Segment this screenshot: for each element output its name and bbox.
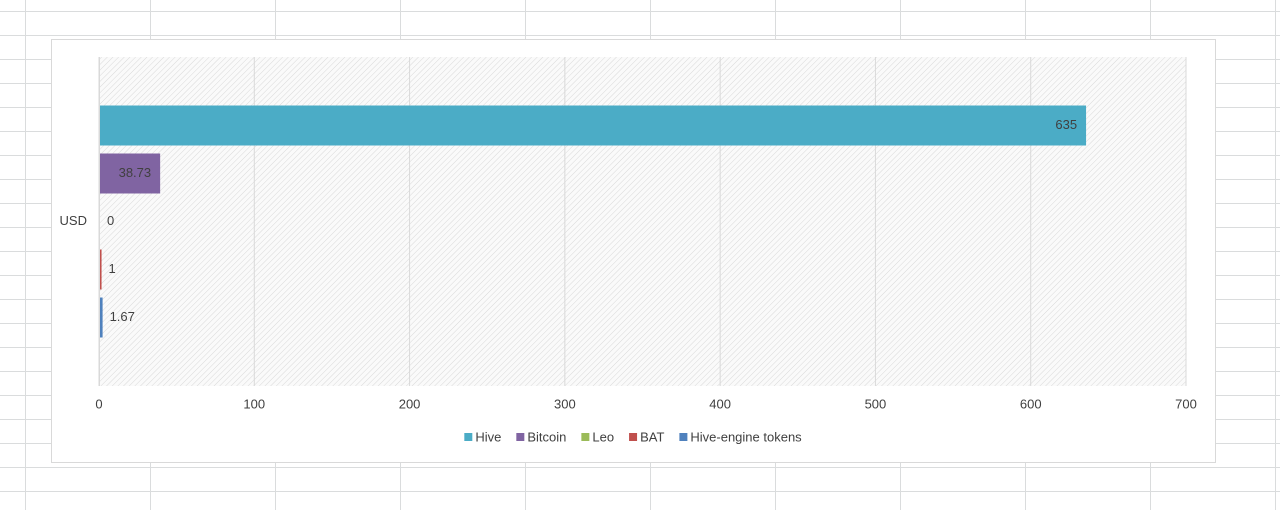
legend-label: Hive: [475, 429, 501, 444]
legend-swatch: [581, 433, 590, 441]
bar: [100, 153, 161, 194]
legend: Hive Bitcoin Leo BAT Hive-engine tokens: [464, 429, 802, 444]
legend-swatch: [629, 433, 638, 441]
data-label: 1: [109, 261, 116, 276]
bar: [100, 105, 1087, 146]
legend-swatch: [679, 433, 688, 441]
x-tick-label: 100: [243, 396, 265, 411]
x-tick-label: 700: [1175, 396, 1197, 411]
data-label: 38.73: [119, 165, 152, 180]
x-tick-label: 400: [709, 396, 731, 411]
legend-label: Bitcoin: [527, 429, 566, 444]
x-tick-label: 300: [554, 396, 576, 411]
data-label: 1.67: [110, 309, 135, 324]
data-label: 0: [107, 213, 114, 228]
legend-label: Hive-engine tokens: [690, 429, 802, 444]
y-tick-label: USD: [60, 213, 87, 228]
data-label: 635: [1055, 117, 1077, 132]
legend-label: Leo: [592, 429, 614, 444]
x-tick-label: 600: [1020, 396, 1042, 411]
legend-swatch: [516, 433, 525, 441]
legend-label: BAT: [640, 429, 664, 444]
bar: [100, 249, 102, 290]
legend-swatch: [464, 433, 473, 441]
bar: [100, 297, 103, 338]
x-tick-label: 200: [399, 396, 421, 411]
x-tick-label: 500: [865, 396, 887, 411]
x-tick-label: 0: [95, 396, 102, 411]
